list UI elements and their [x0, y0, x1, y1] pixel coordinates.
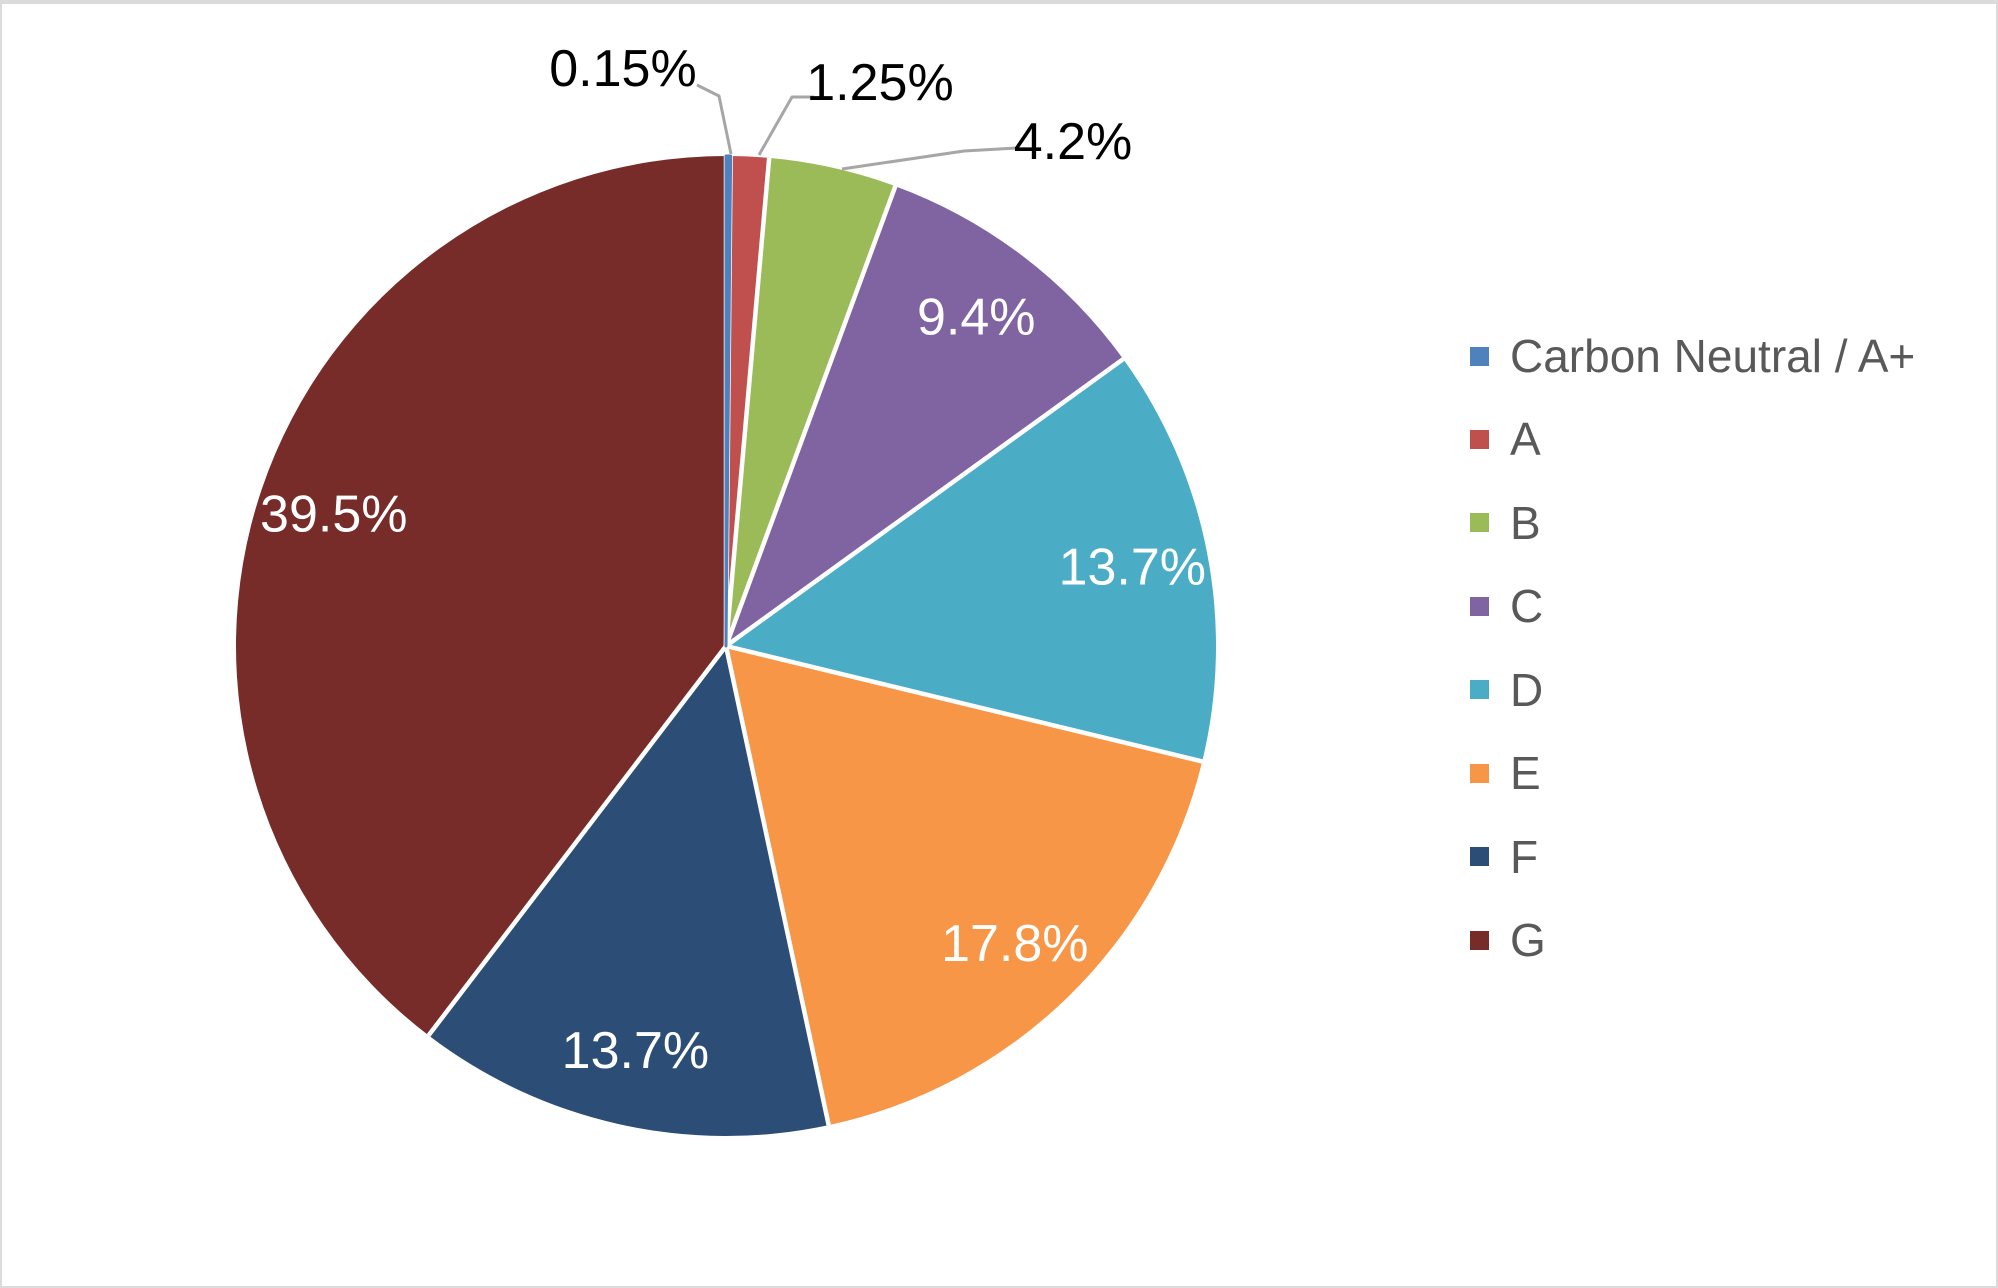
- leader-line-a: [757, 95, 814, 156]
- slice-separator: [723, 157, 772, 647]
- legend-swatch-f: [1470, 847, 1489, 867]
- pie-slices: [236, 155, 1216, 1136]
- legend-item-f: F: [1470, 834, 1538, 880]
- legend-swatch-c: [1470, 596, 1489, 616]
- legend-label: E: [1510, 747, 1541, 800]
- slice-separator: [723, 185, 898, 647]
- legend-label: C: [1510, 580, 1544, 633]
- legend-item-carbon-neutral-a: Carbon Neutral / A+: [1470, 333, 1915, 379]
- legend-label: A: [1510, 413, 1541, 466]
- data-label-d: 13.7%: [1059, 538, 1206, 596]
- pie-chart: 9.4% 13.7% 17.8% 13.7% 39.5% 0.15% 1.25% 4.2%: [236, 40, 1216, 1136]
- legend-item-e: E: [1470, 750, 1541, 796]
- legend-label: D: [1510, 663, 1544, 716]
- legend-item-d: D: [1470, 667, 1543, 713]
- pie-slice-f: [428, 646, 829, 1136]
- legend-label: B: [1510, 496, 1541, 549]
- data-label-f: 13.7%: [562, 1022, 709, 1080]
- legend-label: G: [1510, 914, 1546, 966]
- leader-line-carbon-neutral-a: [696, 83, 733, 155]
- legend-label: F: [1510, 830, 1539, 883]
- slice-separator: [724, 357, 1125, 648]
- data-label-carbon-neutral-a: 0.15%: [549, 40, 696, 98]
- legend-swatch-e: [1470, 763, 1489, 783]
- legend-item-c: C: [1470, 583, 1543, 629]
- thin-slice-accents: [724, 154, 733, 648]
- leader-line-b: [841, 146, 1019, 171]
- legend-item-b: B: [1470, 500, 1541, 546]
- legend-label: Carbon Neutral / A+: [1510, 330, 1916, 382]
- legend-swatch-g: [1470, 930, 1489, 950]
- data-label-b: 4.2%: [1014, 113, 1133, 171]
- pie-slice-e: [726, 646, 1203, 1126]
- slice-separator: [723, 645, 831, 1126]
- pie-slice-g: [236, 155, 726, 1036]
- legend-swatch-carbon-neutral-a: [1470, 346, 1489, 366]
- data-label-c: 9.4%: [917, 288, 1036, 346]
- legend-swatch-a: [1470, 429, 1489, 449]
- data-label-a: 1.25%: [806, 54, 953, 112]
- data-labels: 9.4% 13.7% 17.8% 13.7% 39.5% 0.15% 1.25% 4.2%: [260, 40, 1206, 1080]
- leader-lines: [696, 83, 1019, 171]
- pie-slice-accent-carbon-neutral-a: [724, 154, 733, 648]
- slice-separator: [426, 644, 728, 1037]
- data-label-g: 39.5%: [260, 486, 407, 544]
- legend-item-a: A: [1470, 416, 1541, 462]
- legend-item-g: G: [1470, 917, 1546, 963]
- pie-slice-c: [726, 186, 1124, 646]
- legend-swatch-d: [1470, 680, 1489, 700]
- data-label-e: 17.8%: [941, 915, 1088, 973]
- pie-slice-b: [726, 157, 896, 646]
- pie-slice-d: [726, 359, 1216, 762]
- legend-swatch-b: [1470, 513, 1489, 533]
- slice-separator: [725, 643, 1203, 764]
